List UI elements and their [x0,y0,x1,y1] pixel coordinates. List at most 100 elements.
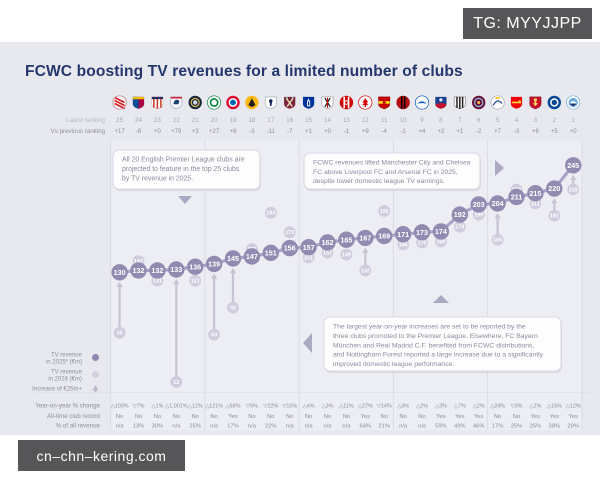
svg-text:23: 23 [154,117,161,124]
svg-text:△3%: △3% [435,404,447,410]
svg-text:204: 204 [492,199,504,208]
svg-text:▽22%: ▽22% [263,404,278,410]
svg-text:49%: 49% [454,424,466,430]
svg-text:FC above Liverpool FC and Arse: FC above Liverpool FC and Arsenal FC in … [313,169,458,176]
svg-text:No: No [173,414,180,420]
svg-text:145: 145 [227,254,239,263]
svg-text:No: No [513,414,520,420]
svg-text:29%: 29% [567,424,579,430]
svg-text:No: No [135,414,142,420]
svg-text:The largest year-on-year incre: The largest year-on-year increases are s… [333,324,526,331]
svg-text:No: No [267,414,274,420]
svg-text:156: 156 [284,244,296,253]
svg-text:13%: 13% [133,424,145,430]
svg-text:△11%: △11% [339,404,354,410]
svg-text:+1: +1 [305,129,313,135]
svg-text:132: 132 [133,266,145,275]
svg-text:+8: +8 [230,129,238,135]
svg-text:No: No [418,414,425,420]
svg-text:Increase of €25m+: Increase of €25m+ [32,387,82,393]
svg-text:△1,001%: △1,001% [165,404,188,410]
svg-text:△7%: △7% [454,404,466,410]
svg-text:149: 149 [342,253,351,259]
svg-text:No: No [116,414,123,420]
svg-text:157: 157 [323,251,332,257]
svg-text:219: 219 [569,187,578,193]
svg-text:139: 139 [208,260,220,269]
svg-text:-1: -1 [344,129,350,135]
svg-text:157: 157 [303,243,315,252]
svg-text:n/a: n/a [248,424,257,430]
svg-text:△2%: △2% [529,404,541,410]
svg-text:+1: +1 [456,129,464,135]
svg-text:196: 196 [380,209,389,215]
svg-text:165: 165 [340,235,352,244]
svg-text:△58%: △58% [226,404,241,410]
svg-text:△3%: △3% [322,404,334,410]
svg-text:9: 9 [420,117,424,124]
svg-text:1: 1 [571,117,575,124]
svg-text:n/a: n/a [305,424,314,430]
svg-text:△121%: △121% [205,404,223,410]
svg-text:199: 199 [474,213,483,219]
svg-text:10: 10 [400,117,407,124]
svg-text:+0: +0 [570,129,578,135]
svg-text:169: 169 [436,240,445,246]
svg-text:△100%: △100% [111,404,129,410]
svg-text:169: 169 [378,232,390,241]
svg-text:-4: -4 [382,129,388,135]
svg-text:20: 20 [211,117,218,124]
svg-text:Yes: Yes [531,414,541,420]
svg-text:14: 14 [324,117,331,124]
svg-text:220: 220 [548,184,560,193]
svg-text:n/a: n/a [418,424,427,430]
svg-text:Yes: Yes [474,414,484,420]
svg-text:Yes: Yes [550,414,560,420]
svg-text:+27: +27 [209,129,220,135]
svg-text:All-time club record: All-time club record [47,413,101,420]
svg-text:No: No [191,414,198,420]
svg-text:+5: +5 [551,129,559,135]
svg-text:TV revenue: TV revenue [51,370,83,376]
svg-text:13: 13 [343,117,350,124]
svg-text:147: 147 [246,252,258,261]
svg-text:No: No [210,414,217,420]
svg-text:245: 245 [567,161,579,170]
svg-text:133: 133 [170,265,182,274]
svg-text:No: No [494,414,501,420]
svg-text:130: 130 [114,268,126,277]
svg-text:170: 170 [418,240,427,246]
svg-text:192: 192 [454,210,466,219]
svg-text:Vs previous ranking: Vs previous ranking [51,128,106,135]
svg-text:Latest ranking: Latest ranking [66,117,105,124]
svg-text:△12%: △12% [566,404,581,410]
svg-text:+79: +79 [171,129,182,135]
svg-text:TV revenue: TV revenue [51,353,83,359]
svg-text:2: 2 [553,117,557,124]
svg-text:-3: -3 [249,129,255,135]
svg-text:No: No [324,414,331,420]
svg-text:142: 142 [134,259,143,265]
svg-text:151: 151 [304,255,313,261]
svg-text:211: 211 [531,201,540,207]
svg-text:17%: 17% [492,424,504,430]
svg-text:165: 165 [493,238,502,244]
svg-text:n/a: n/a [286,424,295,430]
svg-text:17%: 17% [227,424,239,430]
svg-text:21: 21 [192,117,199,124]
svg-text:11: 11 [381,117,388,124]
svg-text:-2: -2 [476,129,482,135]
svg-text:211: 211 [511,193,523,202]
svg-text:Yes: Yes [361,414,371,420]
svg-text:No: No [286,414,293,420]
svg-text:171: 171 [397,230,409,239]
svg-text:7: 7 [458,117,462,124]
svg-text:n/a: n/a [399,424,408,430]
svg-text:162: 162 [322,238,334,247]
svg-text:25%: 25% [189,424,201,430]
svg-text:-7: -7 [287,129,293,135]
svg-text:166: 166 [399,242,408,248]
svg-text:-1: -1 [400,129,406,135]
svg-text:12: 12 [362,117,369,124]
svg-text:17: 17 [267,117,274,124]
